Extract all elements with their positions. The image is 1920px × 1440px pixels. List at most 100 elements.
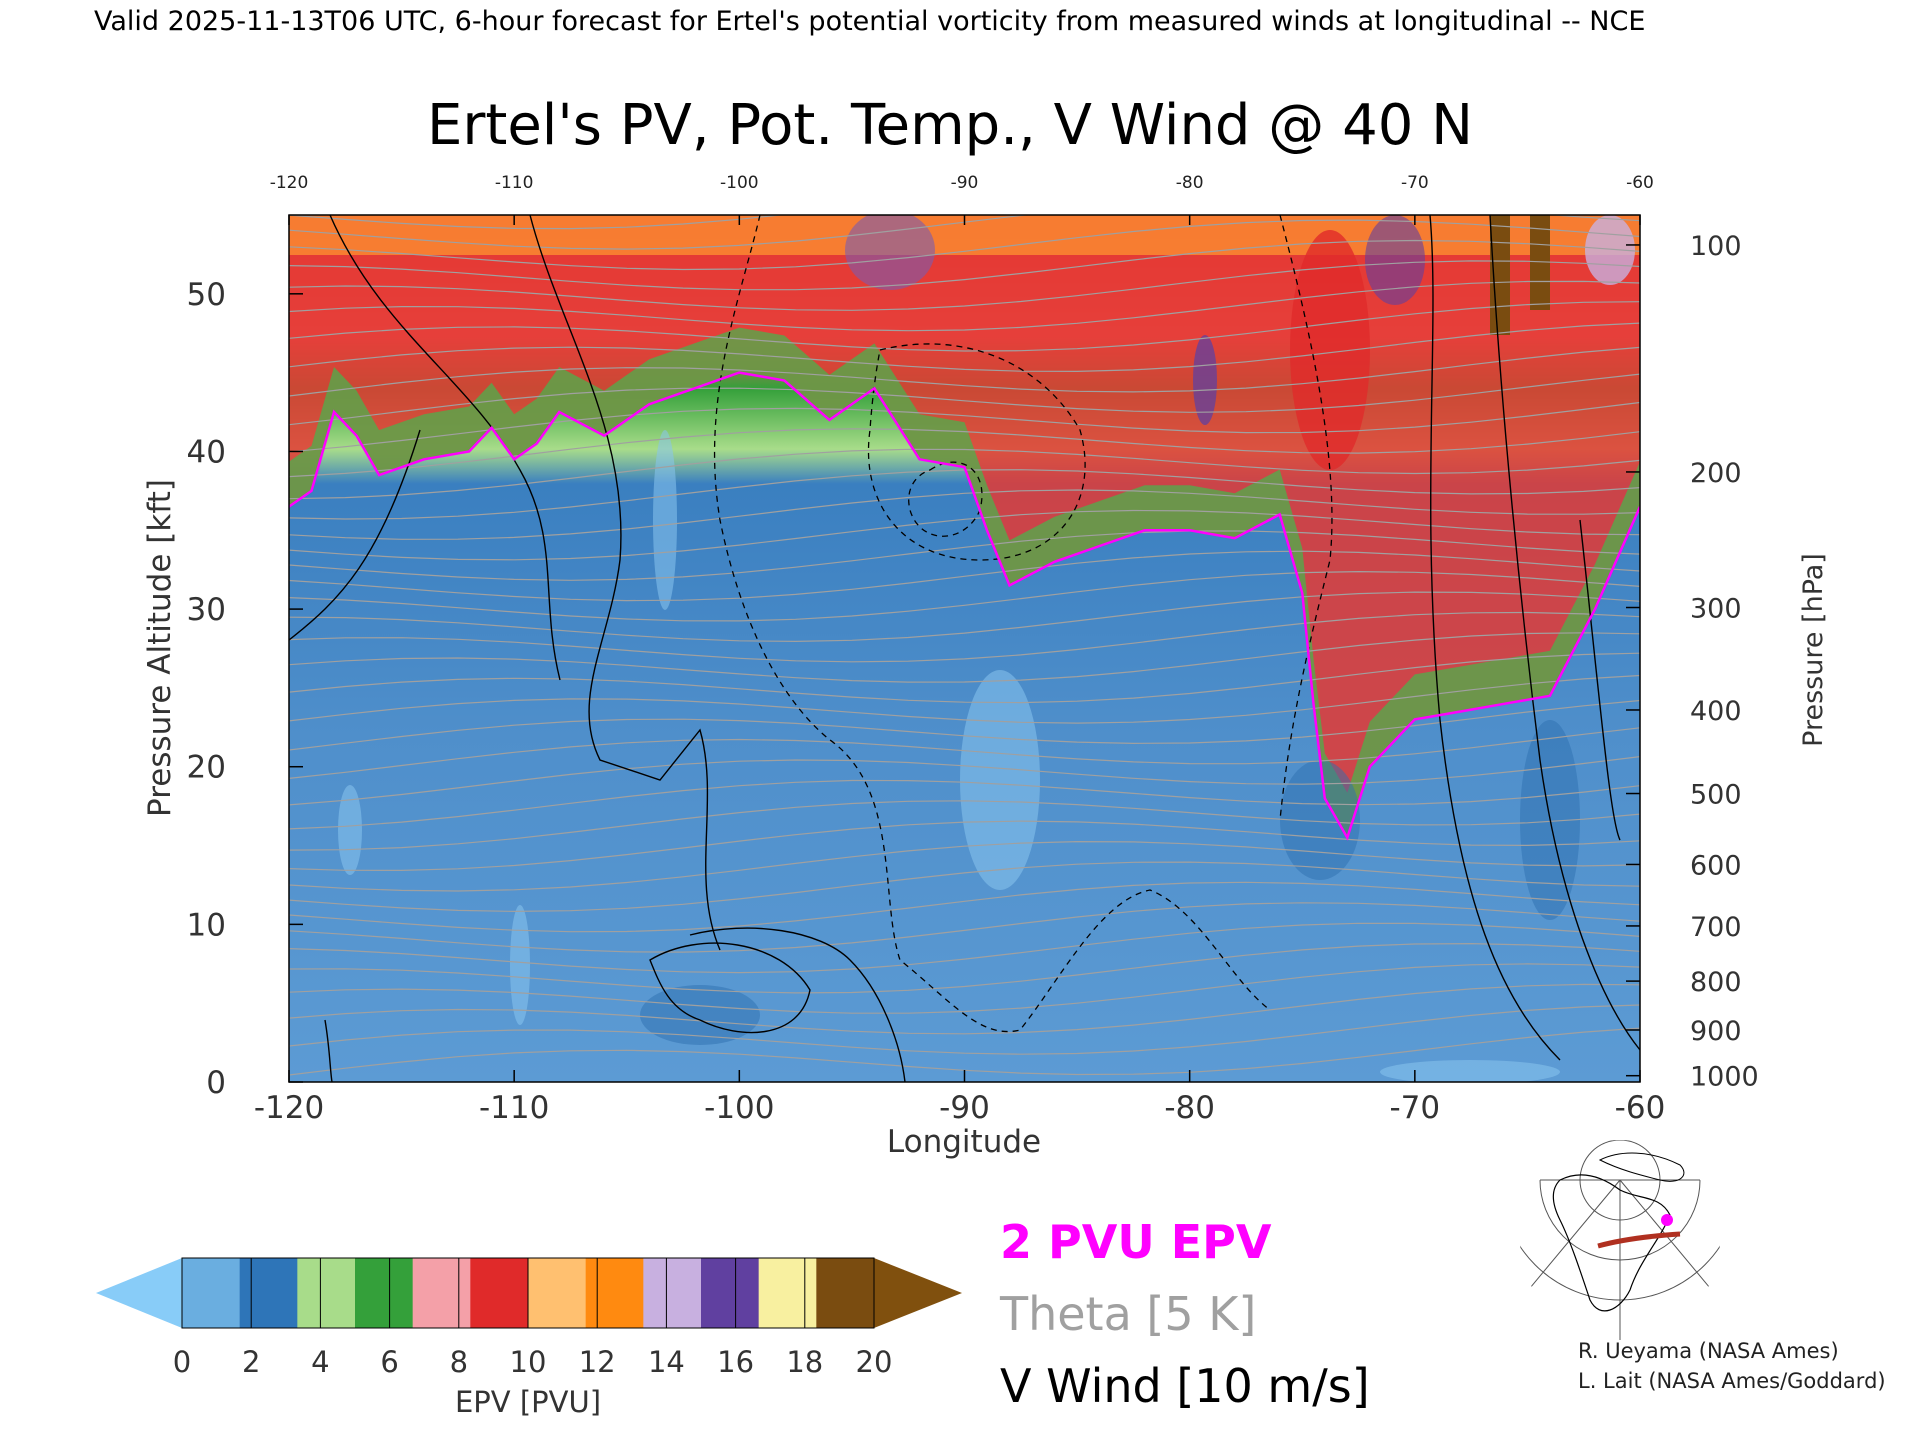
left-y-tick-label: 50	[187, 277, 226, 313]
theta-contour-line	[289, 902, 1640, 953]
theta-contour-line	[289, 779, 1640, 830]
x-tick-label: -100	[704, 1090, 774, 1126]
theta-contour-line	[289, 840, 1640, 892]
left-y-tick-label: 30	[187, 592, 226, 628]
left-y-tick-label: 20	[187, 750, 226, 786]
theta-contour-line	[289, 963, 1640, 1014]
legend-epv-entry: 2 PVU EPV	[1000, 1215, 1272, 1269]
right-y-axis-label: Pressure [hPa]	[1798, 553, 1829, 747]
low-epv-streaks	[338, 430, 1560, 1082]
theta-contour-line	[289, 727, 1640, 779]
right-y-tick-label: 300	[1690, 594, 1742, 625]
colorbar-tick-label: 8	[450, 1345, 468, 1379]
right-y-axis: 1000 900 800 700 600 500 400 300 200 100	[1626, 231, 1759, 1093]
colorbar-segment	[182, 1258, 241, 1328]
colorbar-segment	[412, 1258, 471, 1328]
right-y-tick-label: 900	[1690, 1016, 1742, 1047]
top-x-tick-label: -60	[1626, 173, 1654, 193]
colorbar-segment	[585, 1258, 644, 1328]
theta-contour-line	[289, 373, 1640, 426]
x-tick-label: -60	[1615, 1090, 1666, 1126]
colorbar-tick-label: 6	[380, 1345, 398, 1379]
epv-transition-band	[289, 327, 1640, 838]
left-y-tick-label: 0	[206, 1065, 226, 1101]
credit-line-2: L. Lait (NASA Ames/Goddard)	[1578, 1369, 1886, 1393]
theta-contour-line	[289, 550, 1640, 602]
x-axis: -120 -110 -100 -90 -80 -70 -60	[254, 1070, 1666, 1126]
colorbar-tick-label: 10	[510, 1345, 547, 1379]
right-y-tick-label: 1000	[1690, 1062, 1759, 1093]
theta-contour-line	[289, 983, 1640, 1035]
theta-contour-line	[289, 509, 1640, 561]
colorbar-tick-label: 18	[786, 1345, 823, 1379]
theta-contour-line	[289, 1004, 1640, 1055]
colorbar-segment	[470, 1258, 529, 1328]
right-y-tick-label: 400	[1690, 696, 1742, 727]
theta-contour-line	[289, 652, 1640, 704]
colorbar-segment	[297, 1258, 356, 1328]
theta-contour-line	[289, 489, 1640, 540]
theta-contour-line	[289, 800, 1640, 851]
legend-theta-entry: Theta [5 K]	[999, 1287, 1256, 1341]
theta-contour-line	[289, 401, 1640, 453]
x-axis-label: Longitude	[887, 1124, 1041, 1160]
colorbar-segment	[816, 1258, 875, 1328]
colorbar-tick-label: 16	[717, 1345, 754, 1379]
colorbar-tick-label: 20	[856, 1345, 893, 1379]
theta-contour-line	[289, 215, 787, 230]
theta-contour-line	[289, 820, 1640, 872]
theta-contour-line	[289, 530, 1640, 581]
x-tick-label: -90	[939, 1090, 990, 1126]
x-tick-label: -120	[254, 1090, 324, 1126]
theta-contour-line	[289, 570, 1640, 622]
left-y-tick-label: 40	[187, 434, 226, 470]
theta-contour-line	[289, 699, 1640, 751]
colorbar-tick-label: 12	[579, 1345, 616, 1379]
colorbar-tick-label: 4	[311, 1345, 329, 1379]
right-y-tick-label: 800	[1690, 967, 1742, 998]
right-y-tick-label: 600	[1690, 850, 1742, 881]
colorbar-over-arrow	[874, 1258, 962, 1328]
colorbar-under-arrow	[96, 1258, 182, 1328]
credit-line-1: R. Ueyama (NASA Ames)	[1578, 1339, 1839, 1363]
right-y-tick-label: 100	[1690, 231, 1742, 262]
top-x-tick-label: -120	[270, 173, 309, 193]
theta-contour-line	[289, 756, 1640, 806]
left-y-axis-label: Pressure Altitude [kft]	[142, 479, 178, 817]
plot-area	[289, 215, 1640, 1082]
theta-contour-line	[289, 611, 1640, 663]
left-y-tick-label: 10	[187, 907, 226, 943]
x-tick-label: -80	[1164, 1090, 1215, 1126]
epv-colorbar: 0 2 4 6 8 10 12 14 16 18 20	[96, 1257, 962, 1379]
colorbar-segment	[701, 1258, 760, 1328]
theta-contours	[289, 215, 1640, 1076]
top-x-tick-label: -70	[1401, 173, 1429, 193]
theta-contour-line	[289, 280, 1640, 332]
theta-contour-line	[289, 942, 1640, 994]
theta-contour-line	[289, 428, 1640, 478]
valid-time-header: Valid 2025-11-13T06 UTC, 6-hour forecast…	[94, 6, 1645, 37]
colorbar-segment	[528, 1258, 587, 1328]
theta-contour-line	[289, 861, 1640, 913]
theta-contour-line	[289, 301, 1640, 352]
top-x-tick-label: -110	[495, 173, 534, 193]
right-y-tick-label: 500	[1690, 780, 1742, 811]
colorbar-segment	[239, 1258, 298, 1328]
left-y-axis: 0 10 20 30 40 50	[187, 277, 303, 1101]
colorbar-tick-label: 0	[173, 1345, 191, 1379]
theta-contour-line	[289, 322, 1640, 373]
colorbar-segment	[643, 1258, 702, 1328]
colorbar-frame	[181, 1257, 875, 1329]
location-inset-map	[1520, 1140, 1720, 1340]
top-x-tick-label: -80	[1176, 173, 1204, 193]
theta-contour-line	[289, 260, 1640, 311]
colorbar-segment	[355, 1258, 414, 1328]
colorbar-segment	[758, 1258, 817, 1328]
theta-contour-line	[289, 881, 1640, 933]
top-x-tick-label: -90	[951, 173, 979, 193]
colorbar-label: EPV [PVU]	[455, 1385, 601, 1419]
chart-title: Ertel's PV, Pot. Temp., V Wind @ 40 N	[427, 93, 1473, 158]
right-y-tick-label: 700	[1690, 912, 1742, 943]
x-tick-label: -70	[1390, 1090, 1441, 1126]
